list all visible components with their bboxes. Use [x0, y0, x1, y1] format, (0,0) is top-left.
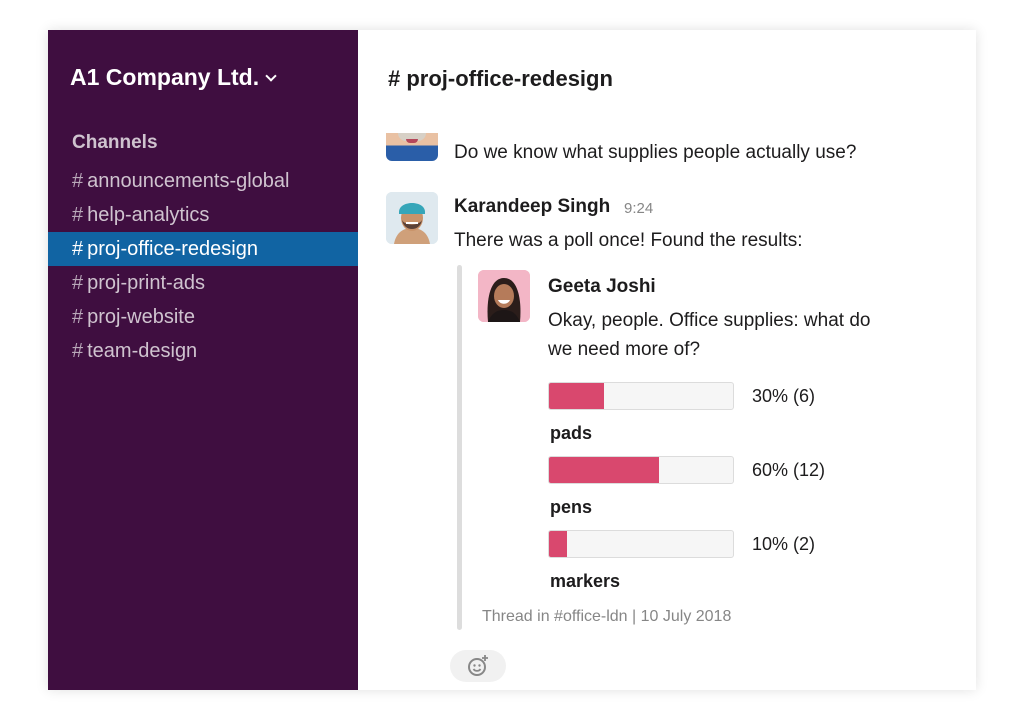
person-avatar-icon — [386, 192, 438, 244]
message-sender[interactable]: Karandeep Singh — [454, 196, 611, 217]
sidebar-item-proj-website[interactable]: # proj-website — [48, 300, 358, 334]
poll-fill — [549, 457, 660, 483]
channel-title[interactable]: # proj-office-redesign — [388, 66, 613, 91]
sidebar-item-announcements-global[interactable]: # announcements-global — [48, 164, 358, 198]
workspace-name: A1 Company Ltd. — [70, 64, 260, 90]
channel-list: # announcements-global # help-analytics # p… — [48, 164, 358, 368]
shared-sender[interactable]: Geeta Joshi — [548, 276, 656, 297]
poll-result: 30% (6) — [752, 386, 816, 406]
message-text: There was a poll once! Found the results… — [454, 230, 803, 251]
poll-bar — [548, 382, 734, 410]
avatar[interactable] — [386, 133, 438, 161]
add-reaction-icon — [468, 655, 488, 676]
quote-bar — [457, 265, 462, 630]
avatar[interactable] — [478, 270, 530, 322]
sidebar-item-proj-office-redesign[interactable]: # proj-office-redesign — [48, 232, 358, 266]
channel-name: help-analytics — [87, 204, 210, 226]
channel-name: proj-office-redesign — [87, 238, 258, 260]
avatar[interactable] — [386, 192, 438, 244]
channel-name: announcements-global — [87, 170, 290, 192]
hash-icon: # — [72, 272, 84, 294]
message-pane: # proj-office-redesign Do we know what s… — [358, 30, 976, 690]
poll-option-label: markers — [550, 571, 621, 591]
poll-option-label: pads — [550, 423, 593, 443]
message-timestamp[interactable]: 9:24 — [624, 200, 654, 217]
shared-text-line2: we need more of? — [548, 339, 701, 360]
channel-name: team-design — [87, 340, 198, 362]
sidebar-item-team-design[interactable]: # team-design — [48, 334, 358, 368]
hash-icon: # — [72, 204, 84, 226]
poll-bar — [548, 456, 734, 484]
sidebar-item-help-analytics[interactable]: # help-analytics — [48, 198, 358, 232]
app-window: A1 Company Ltd. Channels # announcements-… — [48, 30, 976, 690]
hash-icon: # — [72, 170, 84, 192]
channels-heading[interactable]: Channels — [72, 132, 158, 153]
channel-name: proj-website — [87, 306, 195, 328]
sidebar-item-proj-print-ads[interactable]: # proj-print-ads — [48, 266, 358, 300]
poll-option-label: pens — [550, 497, 593, 517]
add-reaction-button[interactable] — [450, 650, 506, 682]
hash-icon: # — [72, 306, 84, 328]
poll-fill — [549, 531, 568, 557]
message-text: Do we know what supplies people actually… — [454, 142, 857, 163]
poll-result: 60% (12) — [752, 460, 826, 480]
poll-result: 10% (2) — [752, 534, 816, 554]
channel-name: proj-print-ads — [87, 272, 205, 294]
chevron-down-icon — [265, 69, 277, 82]
person-avatar-icon — [478, 270, 530, 322]
workspace-switcher[interactable]: A1 Company Ltd. — [70, 64, 277, 91]
sidebar: A1 Company Ltd. Channels # announcements-… — [48, 30, 358, 690]
poll-bar — [548, 530, 734, 558]
hash-icon: # — [72, 340, 84, 362]
hash-icon: # — [72, 238, 84, 260]
thread-footer[interactable]: Thread in #office-ldn | 10 July 2018 — [482, 608, 732, 625]
shared-text-line1: Okay, people. Office supplies: what do — [548, 310, 871, 331]
poll-fill — [549, 383, 605, 409]
